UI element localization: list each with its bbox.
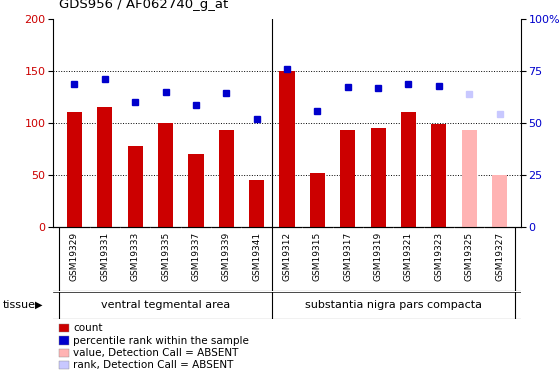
Text: value, Detection Call = ABSENT: value, Detection Call = ABSENT bbox=[73, 348, 239, 358]
Text: GSM19315: GSM19315 bbox=[313, 232, 322, 281]
Text: GSM19321: GSM19321 bbox=[404, 232, 413, 281]
Text: count: count bbox=[73, 323, 103, 333]
Text: GSM19317: GSM19317 bbox=[343, 232, 352, 281]
Bar bbox=[97, 107, 113, 227]
Text: GSM19337: GSM19337 bbox=[192, 232, 200, 281]
Text: GDS956 / AF062740_g_at: GDS956 / AF062740_g_at bbox=[59, 0, 228, 11]
Text: GSM19329: GSM19329 bbox=[70, 232, 79, 281]
Bar bbox=[310, 173, 325, 227]
Bar bbox=[492, 175, 507, 227]
Text: percentile rank within the sample: percentile rank within the sample bbox=[73, 336, 249, 345]
Text: GSM19325: GSM19325 bbox=[465, 232, 474, 281]
Bar bbox=[340, 130, 355, 227]
Text: GSM19319: GSM19319 bbox=[374, 232, 382, 281]
Text: GSM19341: GSM19341 bbox=[252, 232, 261, 281]
Text: GSM19335: GSM19335 bbox=[161, 232, 170, 281]
Bar bbox=[279, 71, 295, 227]
Text: GSM19327: GSM19327 bbox=[495, 232, 504, 281]
Text: GSM19312: GSM19312 bbox=[282, 232, 292, 281]
Text: ventral tegmental area: ventral tegmental area bbox=[101, 300, 230, 310]
Text: substantia nigra pars compacta: substantia nigra pars compacta bbox=[305, 300, 482, 310]
Text: GSM19331: GSM19331 bbox=[100, 232, 109, 281]
Bar bbox=[67, 112, 82, 227]
Text: GSM19323: GSM19323 bbox=[435, 232, 444, 281]
Bar bbox=[158, 123, 173, 227]
Text: GSM19339: GSM19339 bbox=[222, 232, 231, 281]
Text: tissue: tissue bbox=[3, 300, 36, 310]
Bar bbox=[128, 146, 143, 227]
Bar bbox=[219, 130, 234, 227]
Bar bbox=[401, 112, 416, 227]
Bar bbox=[431, 124, 446, 227]
Text: ▶: ▶ bbox=[35, 300, 42, 310]
Bar bbox=[371, 128, 386, 227]
Text: rank, Detection Call = ABSENT: rank, Detection Call = ABSENT bbox=[73, 360, 234, 370]
Text: GSM19333: GSM19333 bbox=[130, 232, 139, 281]
Bar bbox=[461, 130, 477, 227]
Bar bbox=[188, 154, 203, 227]
Bar bbox=[249, 180, 264, 227]
